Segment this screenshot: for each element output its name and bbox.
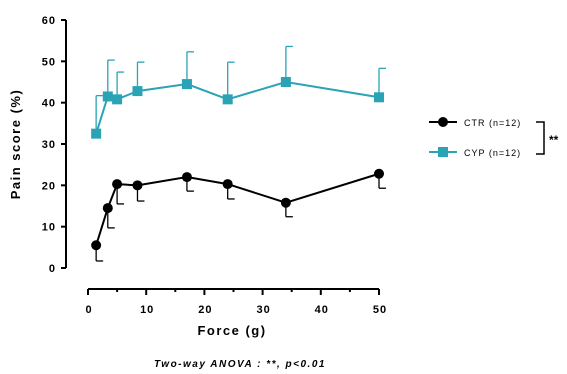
legend-label-ctr: CTR (n=12) xyxy=(464,118,521,128)
significance-label: ** xyxy=(549,133,559,147)
x-tick-label: 0 xyxy=(85,304,92,316)
data-point xyxy=(280,197,291,208)
x-tick-label: 10 xyxy=(140,304,154,316)
series-ctr xyxy=(91,168,386,262)
y-tick-label: 50 xyxy=(42,56,56,68)
data-point xyxy=(91,128,102,139)
x-axis-title: Force (g) xyxy=(197,323,266,338)
data-point xyxy=(222,179,233,190)
data-point xyxy=(132,180,143,191)
data-point xyxy=(374,168,384,179)
y-tick-label: 0 xyxy=(49,263,56,275)
legend-label-cyp: CYP (n=12) xyxy=(464,148,521,158)
data-point xyxy=(222,94,233,105)
x-tick-label: 40 xyxy=(315,304,329,316)
y-tick-label: 40 xyxy=(42,98,56,110)
y-tick-label: 30 xyxy=(42,139,56,151)
y-axis-title: Pain score (%) xyxy=(8,89,23,200)
data-point xyxy=(132,86,143,97)
y-tick-label: 10 xyxy=(42,222,56,234)
y-axis: 0 10 20 30 40 50 60 xyxy=(42,15,67,275)
data-point xyxy=(112,94,123,105)
y-tick-label: 20 xyxy=(42,180,56,192)
data-point xyxy=(181,172,192,183)
data-point xyxy=(102,91,113,102)
data-point xyxy=(181,79,192,90)
data-point xyxy=(112,179,123,190)
series-cyp xyxy=(91,45,386,139)
legend xyxy=(429,117,545,157)
x-axis: 0 10 20 30 40 50 xyxy=(85,288,387,316)
data-point xyxy=(280,77,291,87)
series-layer xyxy=(91,45,386,262)
data-point xyxy=(91,240,102,251)
legend-marker xyxy=(438,117,448,127)
y-tick-label: 60 xyxy=(42,15,56,27)
data-point xyxy=(374,92,384,103)
legend-marker xyxy=(438,147,448,157)
x-tick-label: 30 xyxy=(256,304,270,316)
data-point xyxy=(102,203,113,214)
significance-bracket xyxy=(536,121,545,155)
x-tick-label: 20 xyxy=(198,304,212,316)
x-tick-label: 50 xyxy=(373,304,387,316)
anova-footnote: Two-way ANOVA : **, p<0.01 xyxy=(154,359,326,370)
